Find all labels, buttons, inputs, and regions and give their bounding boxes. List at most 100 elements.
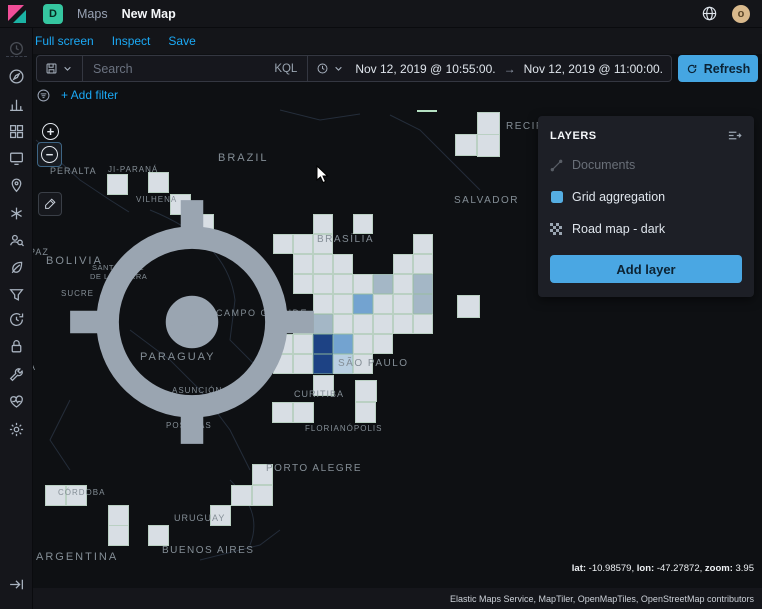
space-badge[interactable]: D [43, 3, 63, 24]
grid-aggregation-cell[interactable] [353, 294, 373, 314]
layer-item-road-map-dark[interactable]: Road map - dark [550, 215, 742, 243]
grid-aggregation-cell[interactable] [293, 274, 313, 294]
grid-aggregation-cell[interactable] [210, 505, 231, 526]
saved-query-menu[interactable] [37, 56, 83, 81]
grid-aggregation-cell[interactable] [313, 254, 333, 274]
add-filter-button[interactable]: + Add filter [61, 88, 119, 102]
grid-aggregation-cell[interactable] [355, 380, 377, 402]
grid-aggregation-cell[interactable] [313, 234, 333, 254]
grid-aggregation-cell[interactable] [108, 525, 129, 546]
query-language-selector[interactable]: KQL [264, 56, 309, 81]
gear-icon[interactable] [8, 421, 25, 438]
globe-icon[interactable] [701, 5, 718, 22]
heartbeat-icon[interactable] [8, 393, 25, 410]
grid-aggregation-cell[interactable] [273, 234, 293, 254]
grid-aggregation-cell[interactable] [333, 354, 353, 374]
uptime-clock-icon[interactable] [8, 311, 25, 328]
grid-aggregation-cell[interactable] [413, 234, 433, 254]
grid-aggregation-cell[interactable] [313, 334, 333, 354]
grid-aggregation-cell[interactable] [373, 274, 393, 294]
grid-aggregation-cell[interactable] [293, 254, 313, 274]
grid-aggregation-cell[interactable] [477, 112, 500, 135]
grid-aggregation-cell[interactable] [353, 354, 373, 374]
grid-aggregation-cell[interactable] [353, 334, 373, 354]
grid-aggregation-cell[interactable] [373, 334, 393, 354]
grid-aggregation-cell[interactable] [353, 214, 373, 234]
layer-item-grid-aggregation[interactable]: Grid aggregation [550, 183, 742, 211]
grid-aggregation-cell[interactable] [333, 254, 353, 274]
grid-aggregation-cell[interactable] [107, 174, 128, 195]
grid-aggregation-cell[interactable] [313, 294, 333, 314]
ml-asterisk-icon[interactable] [8, 205, 25, 222]
date-range-end[interactable]: Nov 12, 2019 @ 11:00:00. [523, 61, 663, 76]
grid-aggregation-cell[interactable] [393, 274, 413, 294]
funnel-icon[interactable] [8, 286, 25, 303]
grid-aggregation-cell[interactable] [148, 525, 169, 546]
leaf-icon[interactable] [8, 259, 25, 276]
add-layer-button[interactable]: Add layer [550, 255, 742, 283]
grid-aggregation-cell[interactable] [373, 294, 393, 314]
kibana-logo[interactable] [0, 0, 33, 28]
grid-aggregation-cell[interactable] [293, 334, 313, 354]
dashboard-grid-icon[interactable] [8, 123, 25, 140]
grid-aggregation-cell[interactable] [353, 274, 373, 294]
grid-aggregation-cell[interactable] [45, 485, 66, 506]
date-range-start[interactable]: Nov 12, 2019 @ 10:55:00. [355, 61, 496, 76]
grid-aggregation-cell[interactable] [313, 375, 334, 396]
grid-aggregation-cell[interactable] [333, 314, 353, 334]
wrench-icon[interactable] [8, 366, 25, 383]
grid-aggregation-cell[interactable] [148, 172, 169, 193]
grid-aggregation-cell[interactable] [293, 234, 313, 254]
grid-aggregation-cell[interactable] [413, 274, 433, 294]
grid-aggregation-cell[interactable] [457, 295, 480, 318]
panel-collapse-icon[interactable] [727, 128, 742, 143]
grid-aggregation-cell[interactable] [413, 314, 433, 334]
breadcrumb-app[interactable]: Maps [77, 6, 108, 21]
set-view-button[interactable] [42, 172, 342, 477]
grid-aggregation-cell[interactable] [477, 134, 500, 157]
user-search-icon[interactable] [8, 232, 25, 249]
grid-aggregation-cell[interactable] [293, 354, 313, 374]
grid-aggregation-cell[interactable] [393, 314, 413, 334]
grid-aggregation-cell[interactable] [252, 485, 273, 506]
grid-aggregation-cell[interactable] [413, 294, 433, 314]
grid-aggregation-cell[interactable] [272, 402, 293, 423]
grid-aggregation-cell[interactable] [353, 314, 373, 334]
grid-aggregation-cell[interactable] [66, 485, 87, 506]
toolbar-link-save[interactable]: Save [168, 34, 196, 48]
grid-aggregation-cell[interactable] [333, 334, 353, 354]
zoom-out-button[interactable]: − [37, 142, 62, 167]
grid-aggregation-cell[interactable] [333, 294, 353, 314]
refresh-button[interactable]: Refresh [678, 55, 758, 82]
grid-aggregation-cell[interactable] [355, 402, 376, 423]
grid-aggregation-cell[interactable] [313, 354, 333, 374]
compass-icon[interactable] [8, 68, 25, 85]
grid-aggregation-cell[interactable] [231, 485, 252, 506]
grid-aggregation-cell[interactable] [393, 254, 413, 274]
grid-aggregation-cell[interactable] [108, 505, 129, 526]
filter-icon[interactable] [36, 88, 51, 103]
recent-clock-icon[interactable] [8, 40, 25, 57]
grid-aggregation-cell[interactable] [333, 274, 353, 294]
grid-aggregation-cell[interactable] [373, 314, 393, 334]
grid-aggregation-cell[interactable] [455, 134, 477, 156]
grid-aggregation-cell[interactable] [293, 402, 314, 423]
tools-button[interactable] [38, 192, 62, 216]
grid-aggregation-cell[interactable] [313, 274, 333, 294]
zoom-in-button[interactable]: + [42, 123, 59, 140]
bar-chart-icon[interactable] [8, 96, 25, 113]
grid-aggregation-cell[interactable] [413, 254, 433, 274]
map-canvas[interactable]: lat: -10.98579, lon: -47.27872, zoom: 3.… [33, 104, 762, 588]
lock-icon[interactable] [8, 338, 25, 355]
search-input[interactable] [83, 61, 265, 76]
map-pin-icon[interactable] [8, 177, 25, 194]
canvas-icon[interactable] [8, 150, 25, 167]
collapse-arrow-icon[interactable] [8, 576, 25, 593]
layer-item-documents[interactable]: Documents [550, 151, 742, 179]
user-avatar[interactable]: o [732, 4, 750, 23]
grid-aggregation-cell[interactable] [313, 214, 333, 234]
toolbar-link-inspect[interactable]: Inspect [111, 34, 151, 48]
toolbar-link-full-screen[interactable]: Full screen [35, 34, 94, 48]
grid-aggregation-cell[interactable] [393, 294, 413, 314]
time-picker-menu[interactable] [308, 62, 353, 75]
